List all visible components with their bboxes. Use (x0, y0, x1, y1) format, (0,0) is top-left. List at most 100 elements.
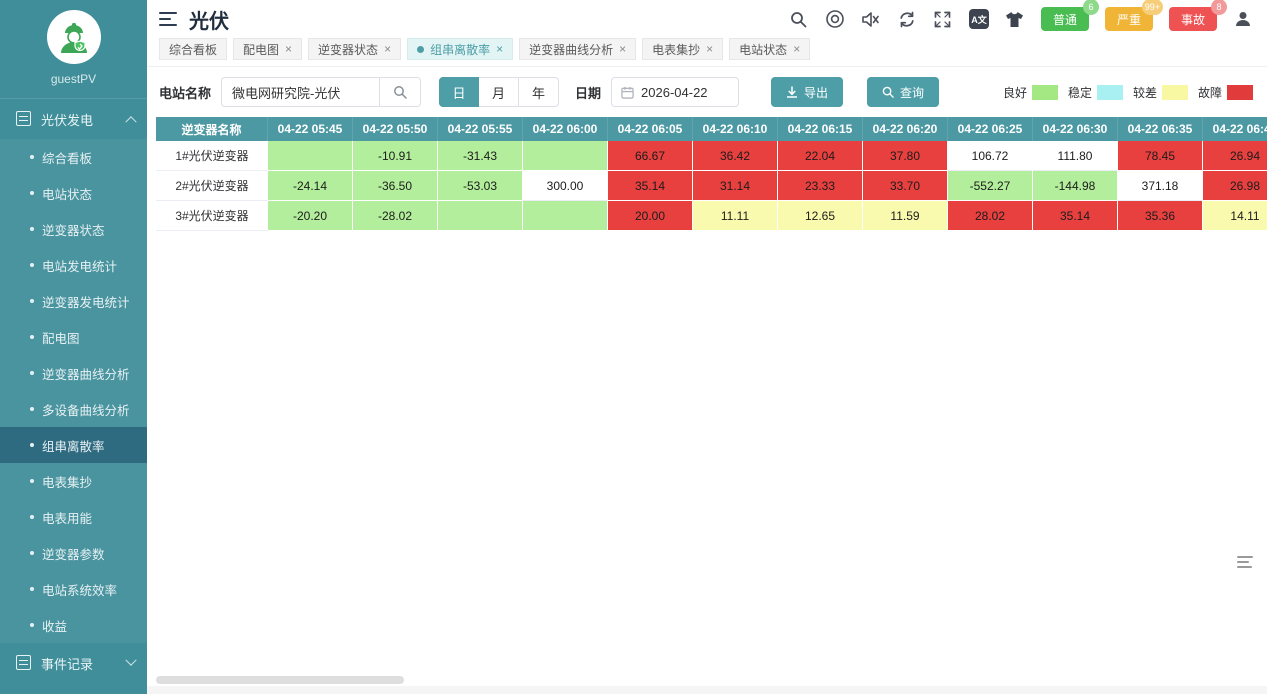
dispersion-cell[interactable]: 78.45 (1118, 141, 1203, 171)
bullet-icon (30, 515, 34, 519)
event-log-icon (16, 655, 32, 671)
sidebar-item[interactable]: 组串离散率 (0, 427, 147, 463)
export-button[interactable]: 导出 (771, 77, 844, 107)
dispersion-cell[interactable]: 35.36 (1118, 201, 1203, 231)
tab-电站状态[interactable]: 电站状态 × (729, 38, 811, 60)
tab-电表集抄[interactable]: 电表集抄 × (642, 38, 724, 60)
dispersion-cell[interactable]: 36.42 (693, 141, 778, 171)
sidebar-item[interactable]: 逆变器参数 (0, 535, 147, 571)
tab-close-icon[interactable]: × (285, 42, 293, 56)
dispersion-cell[interactable]: 23.33 (778, 171, 863, 201)
theme-shirt-icon[interactable] (1005, 9, 1025, 29)
sidebar-item[interactable]: 逆变器发电统计 (0, 283, 147, 319)
dispersion-cell[interactable]: 371.18 (1118, 171, 1203, 201)
dispersion-cell[interactable]: 26.98 (1203, 171, 1267, 201)
sidebar-item[interactable]: 多设备曲线分析 (0, 391, 147, 427)
dispersion-cell[interactable]: 35.14 (608, 171, 693, 201)
tab-close-icon[interactable]: × (706, 42, 714, 56)
alarm-badge-normal[interactable]: 普通 6 (1040, 0, 1099, 31)
query-button[interactable]: 查询 (867, 77, 940, 107)
tab-综合看板[interactable]: 综合看板 (159, 38, 228, 60)
sidebar-item[interactable]: 配电图 (0, 319, 147, 355)
dispersion-cell[interactable]: 37.80 (863, 141, 948, 171)
dispersion-cell[interactable]: 28.02 (948, 201, 1033, 231)
sidebar-item[interactable]: 收益 (0, 607, 147, 643)
sidebar-item[interactable]: 综合看板 (0, 139, 147, 175)
table-settings-icon[interactable] (1237, 556, 1253, 570)
period-button-日[interactable]: 日 (439, 77, 480, 107)
tab-配电图[interactable]: 配电图 × (233, 38, 303, 60)
active-tab-dot-icon (417, 45, 425, 53)
alarm-badge-severe[interactable]: 严重 99+ (1104, 0, 1163, 31)
dispersion-cell[interactable]: 11.59 (863, 201, 948, 231)
sidebar-item[interactable]: 电站系统效率 (0, 571, 147, 607)
dispersion-cell[interactable]: 22.04 (778, 141, 863, 171)
dispersion-cell[interactable]: -144.98 (1033, 171, 1118, 201)
dispersion-cell[interactable] (268, 141, 353, 171)
dispersion-cell[interactable] (523, 141, 608, 171)
dispersion-cell[interactable] (438, 201, 523, 231)
avatar[interactable] (46, 10, 101, 64)
tab-close-icon[interactable]: × (619, 42, 627, 56)
tab-逆变器状态[interactable]: 逆变器状态 × (308, 38, 402, 60)
dispersion-cell[interactable]: -10.91 (353, 141, 438, 171)
dispersion-cell[interactable]: 12.65 (778, 201, 863, 231)
tab-close-icon[interactable]: × (496, 42, 504, 56)
dispersion-cell[interactable]: 106.72 (948, 141, 1033, 171)
tab-组串离散率[interactable]: 组串离散率 × (407, 38, 514, 60)
sidebar-item-label: 多设备曲线分析 (42, 403, 130, 418)
table-header-time: 04-22 06:15 (778, 117, 863, 141)
period-button-年[interactable]: 年 (519, 77, 560, 107)
fullscreen-icon[interactable] (933, 9, 953, 29)
sidebar-item[interactable]: 逆变器曲线分析 (0, 355, 147, 391)
sidebar-section[interactable]: 事件记录 (0, 643, 147, 683)
search-icon[interactable] (789, 9, 809, 29)
bullet-icon (30, 623, 34, 627)
language-switch-icon[interactable]: A文 (968, 9, 989, 29)
sidebar-item[interactable]: 电表用能 (0, 499, 147, 535)
sidebar-section[interactable]: 运行环境 (0, 683, 147, 694)
sidebar-item[interactable]: 电站发电统计 (0, 247, 147, 283)
dispersion-cell[interactable] (523, 201, 608, 231)
dispersion-cell[interactable]: 26.94 (1203, 141, 1267, 171)
period-button-月[interactable]: 月 (479, 77, 520, 107)
dispersion-cell[interactable]: 14.11 (1203, 201, 1267, 231)
dispersion-cell[interactable]: 11.11 (693, 201, 778, 231)
dispersion-cell[interactable]: 300.00 (523, 171, 608, 201)
dispersion-cell[interactable]: 31.14 (693, 171, 778, 201)
dispersion-cell[interactable]: -28.02 (353, 201, 438, 231)
dispersion-cell[interactable]: 33.70 (863, 171, 948, 201)
dispersion-cell[interactable]: 35.14 (1033, 201, 1118, 231)
tab-close-icon[interactable]: × (384, 42, 392, 56)
bullet-icon (30, 335, 34, 339)
horizontal-scrollbar-thumb[interactable] (156, 676, 404, 684)
tab-close-icon[interactable]: × (793, 42, 801, 56)
sidebar-item[interactable]: 电表集抄 (0, 463, 147, 499)
tab-逆变器曲线分析[interactable]: 逆变器曲线分析 × (519, 38, 637, 60)
table-header-time: 04-22 06:25 (948, 117, 1033, 141)
dispersion-cell[interactable]: -552.27 (948, 171, 1033, 201)
calendar-icon (621, 86, 634, 99)
refresh-icon[interactable] (897, 9, 917, 29)
date-input[interactable]: 2026-04-22 (611, 77, 740, 107)
collapse-menu-icon[interactable] (159, 12, 177, 26)
mute-sound-icon[interactable] (861, 9, 881, 29)
dispersion-cell[interactable]: 111.80 (1033, 141, 1118, 171)
sidebar-section[interactable]: 光伏发电 (0, 99, 147, 139)
dispersion-cell[interactable]: -20.20 (268, 201, 353, 231)
help-target-icon[interactable] (825, 9, 845, 29)
dispersion-cell[interactable]: -31.43 (438, 141, 523, 171)
alarm-badge-accident[interactable]: 事故 8 (1168, 0, 1227, 31)
station-name-input[interactable] (221, 77, 380, 107)
sidebar-item[interactable]: 逆变器状态 (0, 211, 147, 247)
sidebar-item-label: 逆变器发电统计 (42, 295, 130, 310)
sidebar-submenu: 综合看板 电站状态 逆变器状态 电站发电统计逆变器发电统计配电图 逆变器曲线分析多设备曲… (0, 139, 147, 643)
dispersion-cell[interactable]: 20.00 (608, 201, 693, 231)
user-icon[interactable] (1233, 9, 1253, 29)
dispersion-cell[interactable]: 66.67 (608, 141, 693, 171)
dispersion-cell[interactable]: -24.14 (268, 171, 353, 201)
dispersion-cell[interactable]: -53.03 (438, 171, 523, 201)
dispersion-cell[interactable]: -36.50 (353, 171, 438, 201)
station-search-button[interactable] (379, 77, 422, 107)
sidebar-item[interactable]: 电站状态 (0, 175, 147, 211)
